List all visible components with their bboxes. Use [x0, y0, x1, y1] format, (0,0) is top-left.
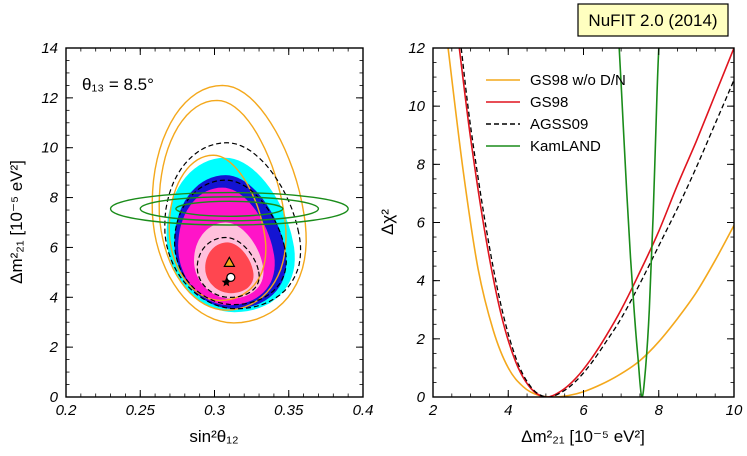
left-y-tick-label: 12	[41, 90, 58, 107]
best-fit-markers	[221, 256, 236, 287]
right-y-tick-label: 8	[417, 156, 426, 173]
left-y-tick-label: 6	[50, 239, 59, 256]
left-x-tick-label: 0.25	[126, 402, 156, 419]
solar-agss09-contours	[164, 142, 302, 310]
series-line-kamland	[618, 48, 660, 397]
version-badge: NuFIT 2.0 (2014)	[577, 3, 729, 37]
right-x-tick-label: 10	[726, 402, 743, 419]
left-axis-ticks: 0.2 0.25 0.3 0.35 0.4 0 2 4 6 8 10 12 14	[41, 40, 373, 419]
left-x-tick-label: 0.35	[274, 402, 304, 419]
series-line-gs98	[458, 48, 734, 397]
solar-agss09-contour-1	[196, 236, 260, 299]
right-plot-area	[447, 48, 734, 397]
left-x-tick-label: 0.4	[353, 402, 374, 419]
right-x-tick-label: 6	[579, 402, 588, 419]
right-y-axis-label: Δχ²	[378, 209, 397, 235]
left-x-axis-label: sin²θ₁₂	[189, 427, 238, 446]
left-y-tick-label: 10	[41, 140, 58, 157]
legend-label-agss09: AGSS09	[530, 116, 588, 133]
solar-gs98-wo-dn-contour-2	[158, 99, 287, 311]
left-y-tick-label: 14	[41, 40, 58, 57]
series-line-agss09	[460, 48, 734, 397]
legend-label-gs98-wo-dn: GS98 w/o D/N	[530, 72, 626, 89]
right-x-tick-label: 8	[655, 402, 664, 419]
kamland-contour-1	[175, 200, 284, 217]
left-y-tick-label: 0	[50, 389, 59, 406]
right-y-tick-label: 4	[417, 273, 425, 290]
left-y-tick-label: 4	[50, 289, 58, 306]
right-y-tick-label: 12	[408, 40, 425, 57]
kamland-contour-3	[109, 191, 349, 226]
global-fit-regions	[166, 157, 295, 313]
solar-agss09-contour-2	[173, 179, 287, 306]
best-fit-circle	[226, 272, 236, 282]
legend-label-gs98: GS98	[530, 94, 568, 111]
badge-text: NuFIT 2.0 (2014)	[588, 11, 717, 30]
legend-label-kamland: KamLAND	[530, 138, 601, 155]
right-y-tick-label: 2	[416, 331, 426, 348]
right-y-tick-label: 0	[417, 389, 426, 406]
kamland-contour-2	[139, 196, 320, 222]
best-fit-triangle	[223, 256, 236, 267]
right-y-tick-label: 6	[417, 215, 426, 232]
left-y-axis-label: Δm²₂₁ [10⁻⁵ eV²]	[7, 160, 26, 284]
left-x-tick-label: 0.3	[204, 402, 226, 419]
theta13-annotation: θ₁₃ = 8.5°	[82, 75, 154, 94]
kamland-contours	[109, 191, 349, 226]
right-x-tick-label: 4	[504, 402, 512, 419]
left-x-tick-label: 0.2	[56, 402, 78, 419]
left-y-tick-label: 2	[49, 339, 59, 356]
right-x-tick-label: 2	[428, 402, 438, 419]
solar-gs98-wo-dn-contour-1	[168, 154, 267, 302]
series-line-gs98-wo-dn	[447, 48, 734, 397]
solar-gs98-wo-dn-contours	[151, 84, 307, 324]
right-y-tick-label: 10	[408, 98, 425, 115]
left-y-tick-label: 8	[50, 190, 59, 207]
region-red	[205, 242, 254, 294]
right-frame	[432, 47, 735, 398]
solar-gs98-wo-dn-contour-3	[151, 84, 307, 324]
right-x-axis-label: Δm²₂₁ [10⁻⁵ eV²]	[521, 427, 645, 446]
left-plot-area	[109, 84, 349, 324]
best-fit-star	[221, 277, 232, 287]
legend: GS98 w/o D/N GS98 AGSS09 KamLAND	[486, 72, 626, 155]
solar-agss09-contour-3	[164, 142, 302, 310]
